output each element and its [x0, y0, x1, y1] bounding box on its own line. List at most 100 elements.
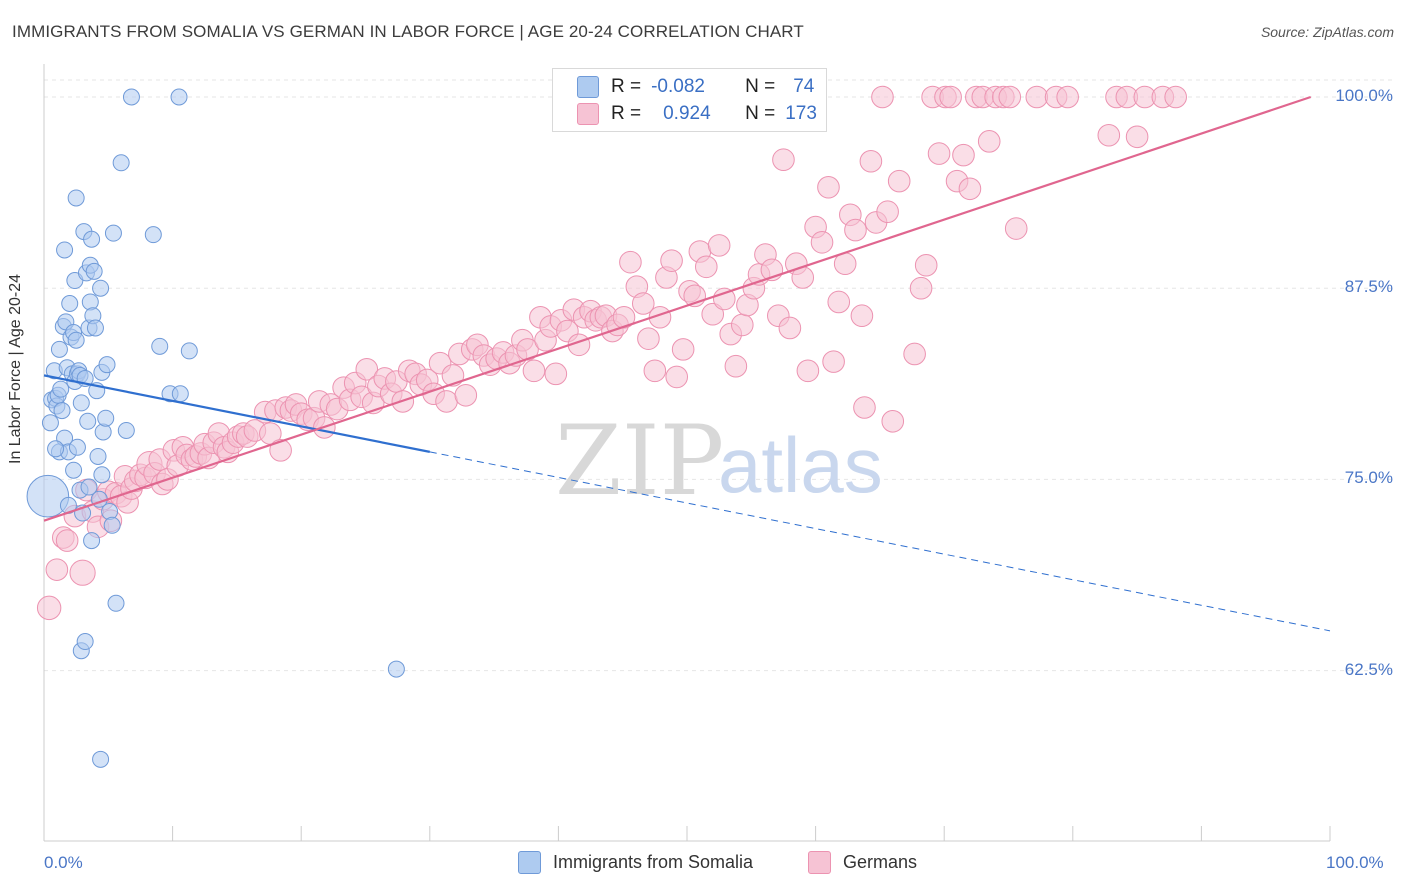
chart-title: IMMIGRANTS FROM SOMALIA VS GERMAN IN LAB…	[12, 22, 804, 41]
germans-point	[724, 354, 748, 378]
germans-point	[435, 390, 458, 413]
somalia-point	[26, 474, 70, 518]
somalia-point	[171, 385, 189, 403]
somalia-point	[67, 331, 85, 349]
germans-point	[887, 169, 911, 193]
somalia-point	[112, 154, 130, 172]
germans-point	[631, 292, 655, 315]
germans-point	[827, 290, 851, 314]
germans-point	[977, 130, 1001, 153]
germans-point	[36, 595, 62, 621]
y-tick-label: 100.0%	[1335, 86, 1393, 105]
germans-trend-line	[43, 95, 1312, 522]
germans-point	[909, 276, 933, 300]
germans-point	[619, 250, 642, 274]
somalia-point	[81, 293, 99, 311]
germans-point	[859, 149, 883, 173]
legend-label-somalia: Immigrants from Somalia	[553, 852, 754, 872]
somalia-point	[180, 342, 198, 360]
legend-swatch-germans	[808, 851, 831, 874]
legend-n-label: N =	[745, 76, 776, 97]
germans-point	[822, 350, 845, 373]
somalia-point	[103, 516, 121, 534]
germans-point	[881, 409, 905, 433]
germans-point	[454, 383, 478, 407]
germans-point	[701, 302, 725, 326]
germans-point	[903, 342, 926, 366]
somalia-point	[151, 337, 169, 355]
somalia-point	[52, 380, 70, 398]
legend-n-label: N =	[745, 103, 776, 124]
germans-point	[355, 357, 379, 381]
germans-point	[927, 142, 951, 165]
somalia-trend-line	[43, 374, 431, 453]
germans-point	[850, 304, 874, 328]
legend-swatch-germans	[577, 103, 599, 125]
germans-point	[796, 359, 820, 383]
somalia-point	[68, 438, 86, 456]
germans-point	[730, 313, 754, 337]
somalia-point	[56, 241, 74, 259]
germans-point	[844, 218, 867, 242]
germans-point	[643, 359, 667, 383]
germans-point	[1004, 217, 1028, 240]
germans-point	[853, 396, 876, 419]
somalia-point	[85, 262, 103, 280]
somalia-point	[144, 226, 162, 244]
trend-lines	[43, 95, 1331, 632]
somalia-point	[80, 478, 98, 496]
germans-point	[69, 559, 96, 586]
germans-point	[871, 85, 894, 109]
germans-point	[998, 85, 1022, 109]
somalia-point	[50, 340, 68, 358]
legend-item-germans[interactable]: Germans	[808, 851, 917, 874]
watermark-atlas: atlas	[718, 421, 883, 509]
germans-point	[660, 249, 683, 272]
somalia-point	[170, 88, 188, 106]
legend-n-value: 173	[785, 103, 817, 124]
y-axis-label: In Labor Force | Age 20-24	[7, 273, 24, 464]
legend-item-somalia[interactable]: Immigrants from Somalia	[518, 851, 753, 874]
germans-point	[516, 338, 539, 361]
germans-point	[1125, 125, 1149, 149]
germans-point	[544, 362, 568, 386]
somalia-point	[101, 503, 119, 521]
chart-source: Source: ZipAtlas.com	[1260, 24, 1394, 40]
somalia-points	[26, 88, 405, 768]
somalia-point	[83, 532, 101, 550]
germans-point	[1164, 85, 1187, 109]
germans-point	[694, 255, 718, 279]
legend-n-value: 74	[793, 76, 815, 97]
somalia-point	[72, 394, 90, 412]
somalia-point	[117, 421, 135, 439]
germans-point	[939, 85, 962, 109]
gridlines	[44, 79, 1392, 672]
germans-point	[671, 338, 695, 361]
legend-row-somalia: R = -0.082 N = 74	[577, 74, 814, 100]
germans-point	[707, 234, 731, 257]
somalia-point	[89, 447, 107, 465]
stats-legend: R = -0.082 N = 74 R = 0.924 N = 173	[552, 68, 827, 132]
germans-point	[45, 558, 69, 581]
germans-point	[522, 359, 546, 383]
germans-point	[612, 305, 636, 329]
watermark-zip: ZIP	[555, 405, 724, 517]
somalia-point	[67, 189, 85, 207]
germans-point	[637, 327, 660, 350]
somalia-point	[79, 412, 97, 430]
x-tick-label-max: 100.0%	[1326, 853, 1384, 872]
legend-row-germans: R = 0.924 N = 173	[577, 101, 817, 127]
somalia-point	[93, 466, 111, 484]
y-tick-label: 75.0%	[1344, 468, 1393, 488]
germans-point	[55, 529, 79, 552]
germans-point	[914, 253, 938, 277]
somalia-point	[122, 88, 140, 106]
somalia-point	[97, 409, 115, 427]
somalia-point	[83, 230, 101, 248]
germans-point	[958, 177, 982, 201]
somalia-point	[41, 414, 59, 432]
somalia-point	[47, 440, 65, 458]
axes	[43, 64, 1331, 842]
germans-point	[817, 175, 840, 199]
